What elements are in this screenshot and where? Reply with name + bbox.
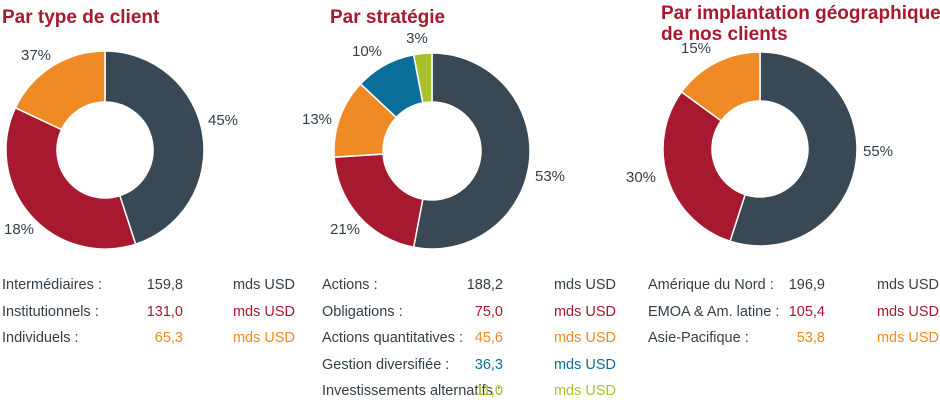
slice-institutionnels [5,106,137,250]
slice-intermediaires [104,50,205,246]
slice-label-obligations: 21% [330,221,360,238]
chart-title-geography-line1: Par implantation géographique [661,3,940,24]
legend-label: Obligations : [322,303,403,320]
legend-unit: mds USD [232,277,295,293]
legend-unit: mds USD [232,330,295,346]
slice-emoa-am-latine [662,90,747,243]
legend-row-asie-pacifique: Asie-Pacifique : 53,8 mds USD [648,328,939,348]
legend-value: 131,0 [146,303,183,320]
legend-value: 45,6 [474,330,503,346]
slice-label-individuels: 18% [4,221,34,238]
legend-unit: mds USD [232,303,295,320]
legend-value: 75,0 [474,303,503,320]
legend-value: 53,8 [796,330,825,346]
chart-title-strategy: Par stratégie [330,7,445,28]
legend-unit: mds USD [876,303,939,320]
legend-row-gestion-diversifiee: Gestion diversifiée : 36,3 mds USD [322,355,616,375]
legend-row-individuels: Individuels : 65,3 mds USD [2,328,295,348]
chart-title-geography-line2: de nos clients [661,24,788,45]
legend-value: 196,9 [788,277,825,293]
slice-label-intermediaires: 45% [208,112,238,129]
slice-label-amerique-du-nord: 55% [863,143,893,160]
legend-row-intermediaires: Intermédiaires : 159,8 mds USD [2,275,295,295]
legend-row-amerique-du-nord: Amérique du Nord : 196,9 mds USD [648,275,939,295]
slice-individuels [14,50,106,131]
legend-unit: mds USD [553,356,616,373]
legend-row-obligations: Obligations : 75,0 mds USD [322,302,616,322]
slice-label-institutionnels: 37% [21,47,51,64]
slice-label-asie-pacifique: 15% [681,40,711,57]
legend-label: EMOA & Am. latine : [648,303,780,320]
legend-unit: mds USD [553,277,616,293]
legend-label: Investissements alternatifs : [322,383,501,399]
legend-label: Amérique du Nord : [648,277,774,293]
slice-label-investissements-alternatifs: 3% [406,30,428,47]
legend-label: Gestion diversifiée : [322,356,450,373]
legend-value: 188,2 [466,277,503,293]
legend-row-institutionnels: Institutionnels : 131,0 mds USD [2,302,295,322]
legend-unit: mds USD [876,277,939,293]
slice-asie-pacifique [680,51,761,122]
donut-geography: 55% 30% 15% [626,40,893,247]
legend-unit: mds USD [553,330,616,346]
legend-value: 65,3 [154,330,183,346]
legend-value: 159,8 [146,277,183,293]
legend-row-emoa-am-latine: EMOA & Am. latine : 105,4 mds USD [648,302,939,322]
donut-strategy: 53% 21% 13% 10% 3% [302,30,565,250]
slice-actions [412,52,531,250]
legend-label: Actions quantitatives : [322,330,464,346]
legend-value: 11,0 [475,383,503,399]
slice-investissements-alternatifs [412,52,433,104]
slice-label-emoa-am-latine: 30% [626,169,656,186]
legend-label: Asie-Pacifique : [648,330,749,346]
chart-title-client-type: Par type de client [2,7,160,28]
legend-row-investissements-alternatifs: Investissements alternatifs :11,0 mds USD [322,381,616,401]
slice-label-gestion-diversifiee: 10% [352,43,382,60]
slice-amerique-du-nord [729,51,858,247]
legend-label: Intermédiaires : [2,277,102,293]
donut-client-type: 45% 37% 18% [4,47,238,250]
legend-row-actions: Actions : 188,2 mds USD [322,275,616,295]
legend-value: 36,3 [474,356,503,373]
slice-label-actions: 53% [535,168,565,185]
legend-unit: mds USD [553,303,616,320]
legend-row-actions-quantitatives: Actions quantitatives : 45,6 mds USD [322,328,616,348]
legend-label: Individuels : [2,330,79,346]
slice-label-actions-quantitatives: 13% [302,111,332,128]
legend-label: Institutionnels : [2,303,99,320]
legend-value: 105,4 [788,303,825,320]
legend-unit: mds USD [876,330,939,346]
legend-label: Actions : [322,277,378,293]
legend-unit: mds USD [553,383,616,399]
